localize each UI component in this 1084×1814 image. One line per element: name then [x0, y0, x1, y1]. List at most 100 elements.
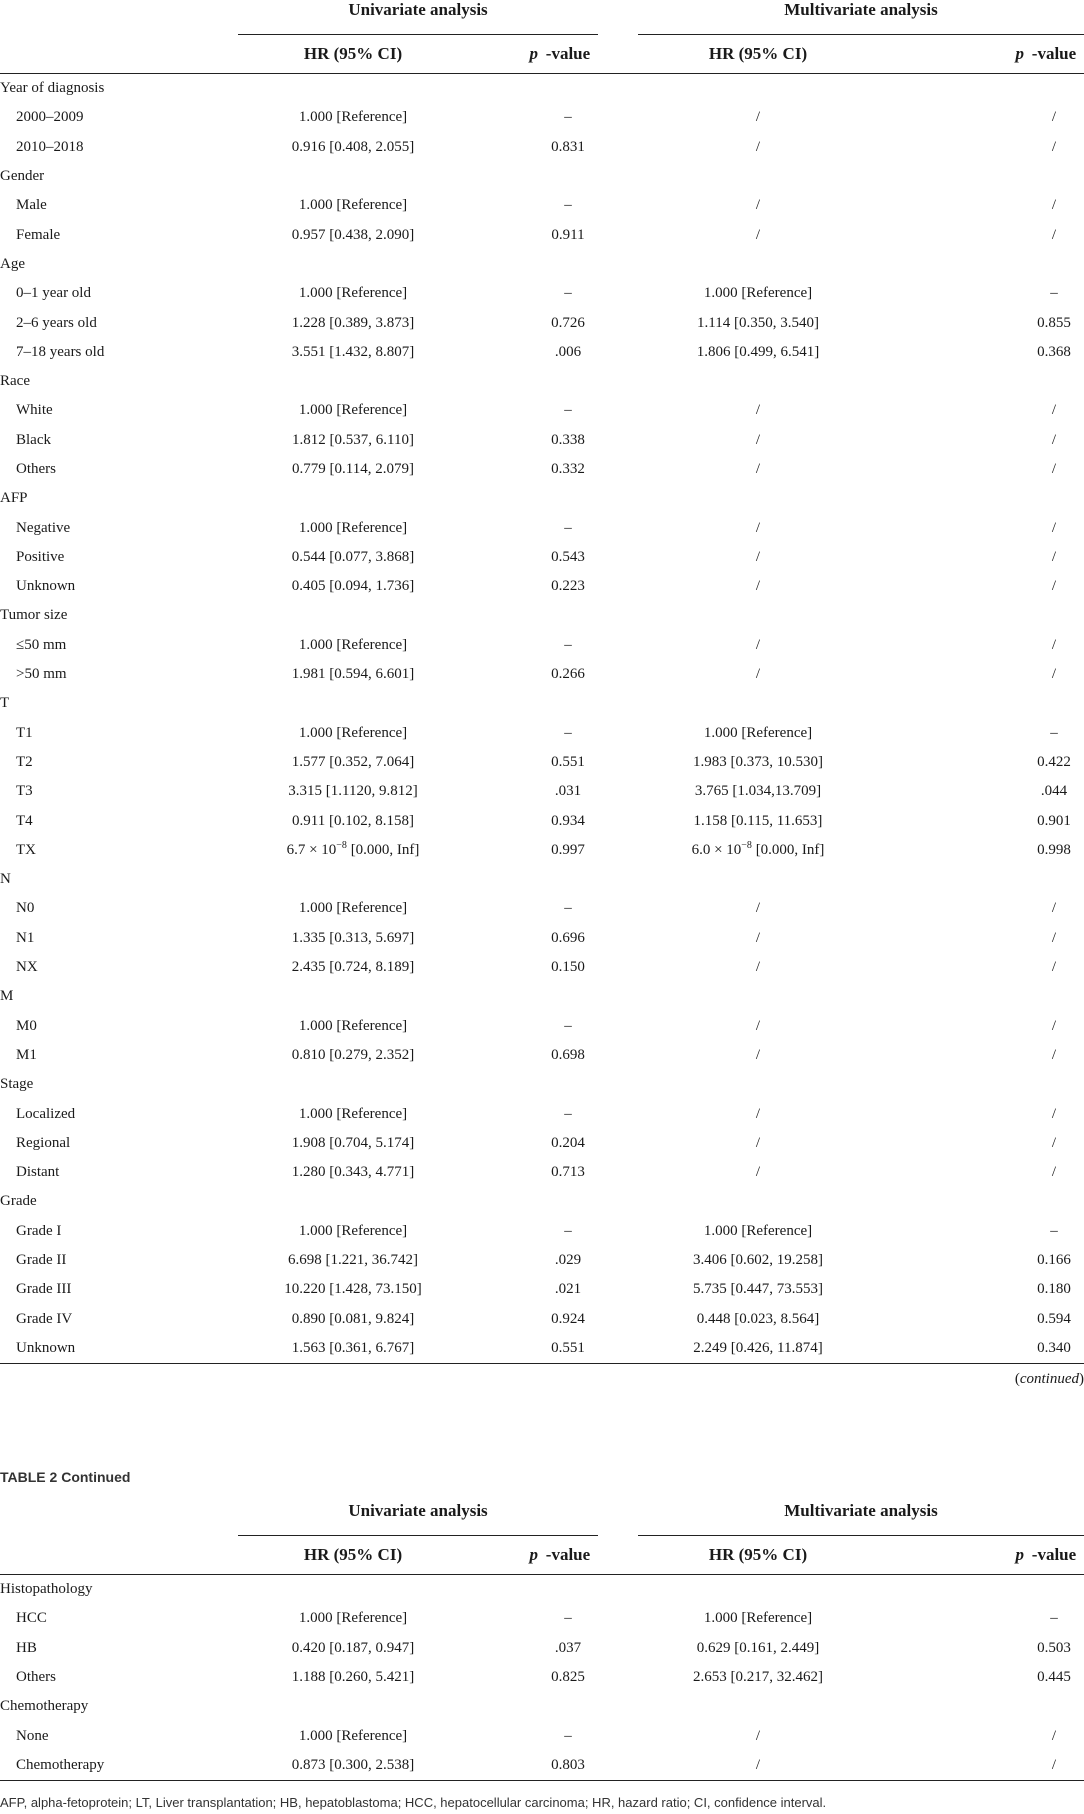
table-row: Distant 1.280 [0.343, 4.771] 0.713 / /: [0, 1158, 1084, 1187]
multi-hr-cell: /: [755, 578, 761, 595]
table-row: 2000–2009 1.000 [Reference] – / /: [0, 103, 1084, 132]
uni-hr-cell: 6.698 [1.221, 36.742]: [288, 1252, 418, 1269]
empty-cell: [238, 162, 468, 191]
gap-cell: [598, 894, 638, 923]
p-value-text: 0.166: [1037, 1252, 1071, 1269]
table-row: Unknown 1.563 [0.361, 6.767] 0.551 2.249 [0…: [0, 1333, 1084, 1365]
category-label: M: [0, 988, 14, 1005]
uni-hr-header: HR (95% CI): [238, 34, 468, 74]
table-row: 0–1 year old 1.000 [Reference] – 1.000 [Ref…: [0, 279, 1084, 308]
empty-cell: [638, 689, 878, 718]
gap-cell: [598, 543, 638, 572]
uni-hr-cell: 1.981 [0.594, 6.601]: [291, 666, 415, 683]
results-table-part1: Univariate analysis Multivariate analysi…: [0, 0, 1084, 1387]
level-label: M1: [16, 1046, 37, 1063]
uni-hr-cell: 0.779 [0.114, 2.079]: [292, 461, 414, 477]
p-value-text: –: [1050, 1222, 1058, 1239]
level-label: Negative: [16, 519, 71, 536]
empty-cell: [878, 1070, 1084, 1099]
level-label: T4: [16, 812, 33, 829]
gap-cell: [598, 279, 638, 308]
level-label: NX: [16, 959, 38, 976]
p-value-text: /: [1051, 431, 1057, 448]
p-value-text: 0.338: [551, 431, 585, 448]
gap-cell: [598, 1129, 638, 1158]
uni-p-cell: 0.204: [468, 1129, 598, 1158]
table-row: M0 1.000 [Reference] – / /: [0, 1012, 1084, 1041]
hr-base: 6.0 × 10: [691, 841, 742, 858]
multi-hr-cell: 1.806 [0.499, 6.541]: [696, 343, 820, 360]
category-label: AFP: [0, 490, 28, 507]
multi-hr-cell: /: [755, 959, 761, 976]
uni-p-cell: 0.266: [468, 660, 598, 689]
gap-cell: [598, 191, 638, 220]
results-table-part2: Univariate analysis Multivariate analysi…: [0, 1501, 1084, 1782]
p-value-text: /: [1051, 1756, 1057, 1773]
multi-hr-cell: /: [755, 900, 761, 917]
table-row: Positive 0.544 [0.077, 3.868] 0.543 / /: [0, 543, 1084, 572]
multi-p-cell: /: [878, 631, 1084, 660]
table1-body: Year of diagnosis 2000–2009 1.000 [Referen…: [0, 74, 1084, 1365]
multi-hr-cell: 1.000 [Reference]: [703, 724, 813, 741]
multi-p-cell: 0.503: [878, 1634, 1084, 1663]
multi-p-cell: 0.855: [878, 308, 1084, 337]
uni-p-cell: 0.825: [468, 1663, 598, 1692]
p-value-text: 0.204: [551, 1134, 585, 1151]
empty-cell: [238, 1692, 468, 1721]
gap-cell: [598, 719, 638, 748]
p-value-text: .037: [554, 1639, 582, 1656]
uni-hr-cell: 1.280 [0.343, 4.771]: [291, 1164, 415, 1181]
uni-p-cell: 0.997: [468, 836, 598, 865]
hr-ci: [0.000, Inf]: [751, 841, 825, 858]
empty-cell: [878, 1187, 1084, 1216]
multi-p-header: p -value: [878, 34, 1084, 74]
p-value-text: –: [1050, 724, 1058, 741]
uni-hr-cell: 1.000 [Reference]: [298, 402, 408, 419]
p-value-text: /: [1051, 109, 1057, 126]
gap-cell: [598, 308, 638, 337]
empty-cell: [638, 601, 878, 630]
level-label: HCC: [16, 1610, 47, 1627]
category-row: Race: [0, 367, 1084, 396]
table-row: >50 mm 1.981 [0.594, 6.601] 0.266 / /: [0, 660, 1084, 689]
multi-hr-cell: /: [755, 929, 761, 946]
multi-hr-cell: /: [755, 138, 761, 155]
table-row: Black 1.812 [0.537, 6.110] 0.338 / /: [0, 426, 1084, 455]
multi-hr-cell: /: [755, 666, 761, 683]
p-value-text: /: [1051, 548, 1057, 565]
uni-p-cell: –: [468, 1217, 598, 1246]
uni-hr-cell: 1.000 [Reference]: [298, 109, 408, 126]
gap-cell: [598, 1604, 638, 1633]
p-value-text: 0.180: [1037, 1281, 1071, 1298]
empty-cell: [638, 982, 878, 1011]
multi-p-cell: 0.901: [878, 806, 1084, 835]
empty-cell: [598, 1575, 638, 1605]
multi-p-cell: –: [878, 279, 1084, 308]
uni-p-cell: .029: [468, 1246, 598, 1275]
empty-cell: [638, 162, 878, 191]
multi-p-cell: /: [878, 396, 1084, 425]
multi-hr-cell: /: [755, 461, 761, 477]
uni-hr-cell: 0.873 [0.300, 2.538]: [238, 1750, 468, 1782]
table-row: Localized 1.000 [Reference] – / /: [0, 1099, 1084, 1128]
multi-p-cell: /: [878, 543, 1084, 572]
p-value-text: /: [1051, 1105, 1057, 1122]
p-value-text: /: [1051, 636, 1057, 653]
empty-cell: [468, 1575, 598, 1605]
multi-hr-cell: /: [755, 519, 761, 536]
empty-cell: [598, 162, 638, 191]
multi-p-cell: –: [878, 1604, 1084, 1633]
category-label: Gender: [0, 168, 45, 185]
uni-p-header-2: p -value: [468, 1535, 598, 1575]
level-label: Others: [16, 1669, 56, 1686]
gap-cell: [598, 338, 638, 367]
category-row: Year of diagnosis: [0, 74, 1084, 104]
uni-p-cell: 0.698: [468, 1041, 598, 1070]
p-value-text: 0.726: [551, 314, 585, 331]
level-label: Black: [16, 431, 51, 448]
level-label: Others: [16, 461, 56, 477]
multi-hr-cell: /: [755, 109, 761, 126]
category-label: Stage: [0, 1076, 34, 1093]
multi-p-cell: 0.340: [878, 1333, 1084, 1365]
category-label: Histopathology: [0, 1581, 93, 1598]
